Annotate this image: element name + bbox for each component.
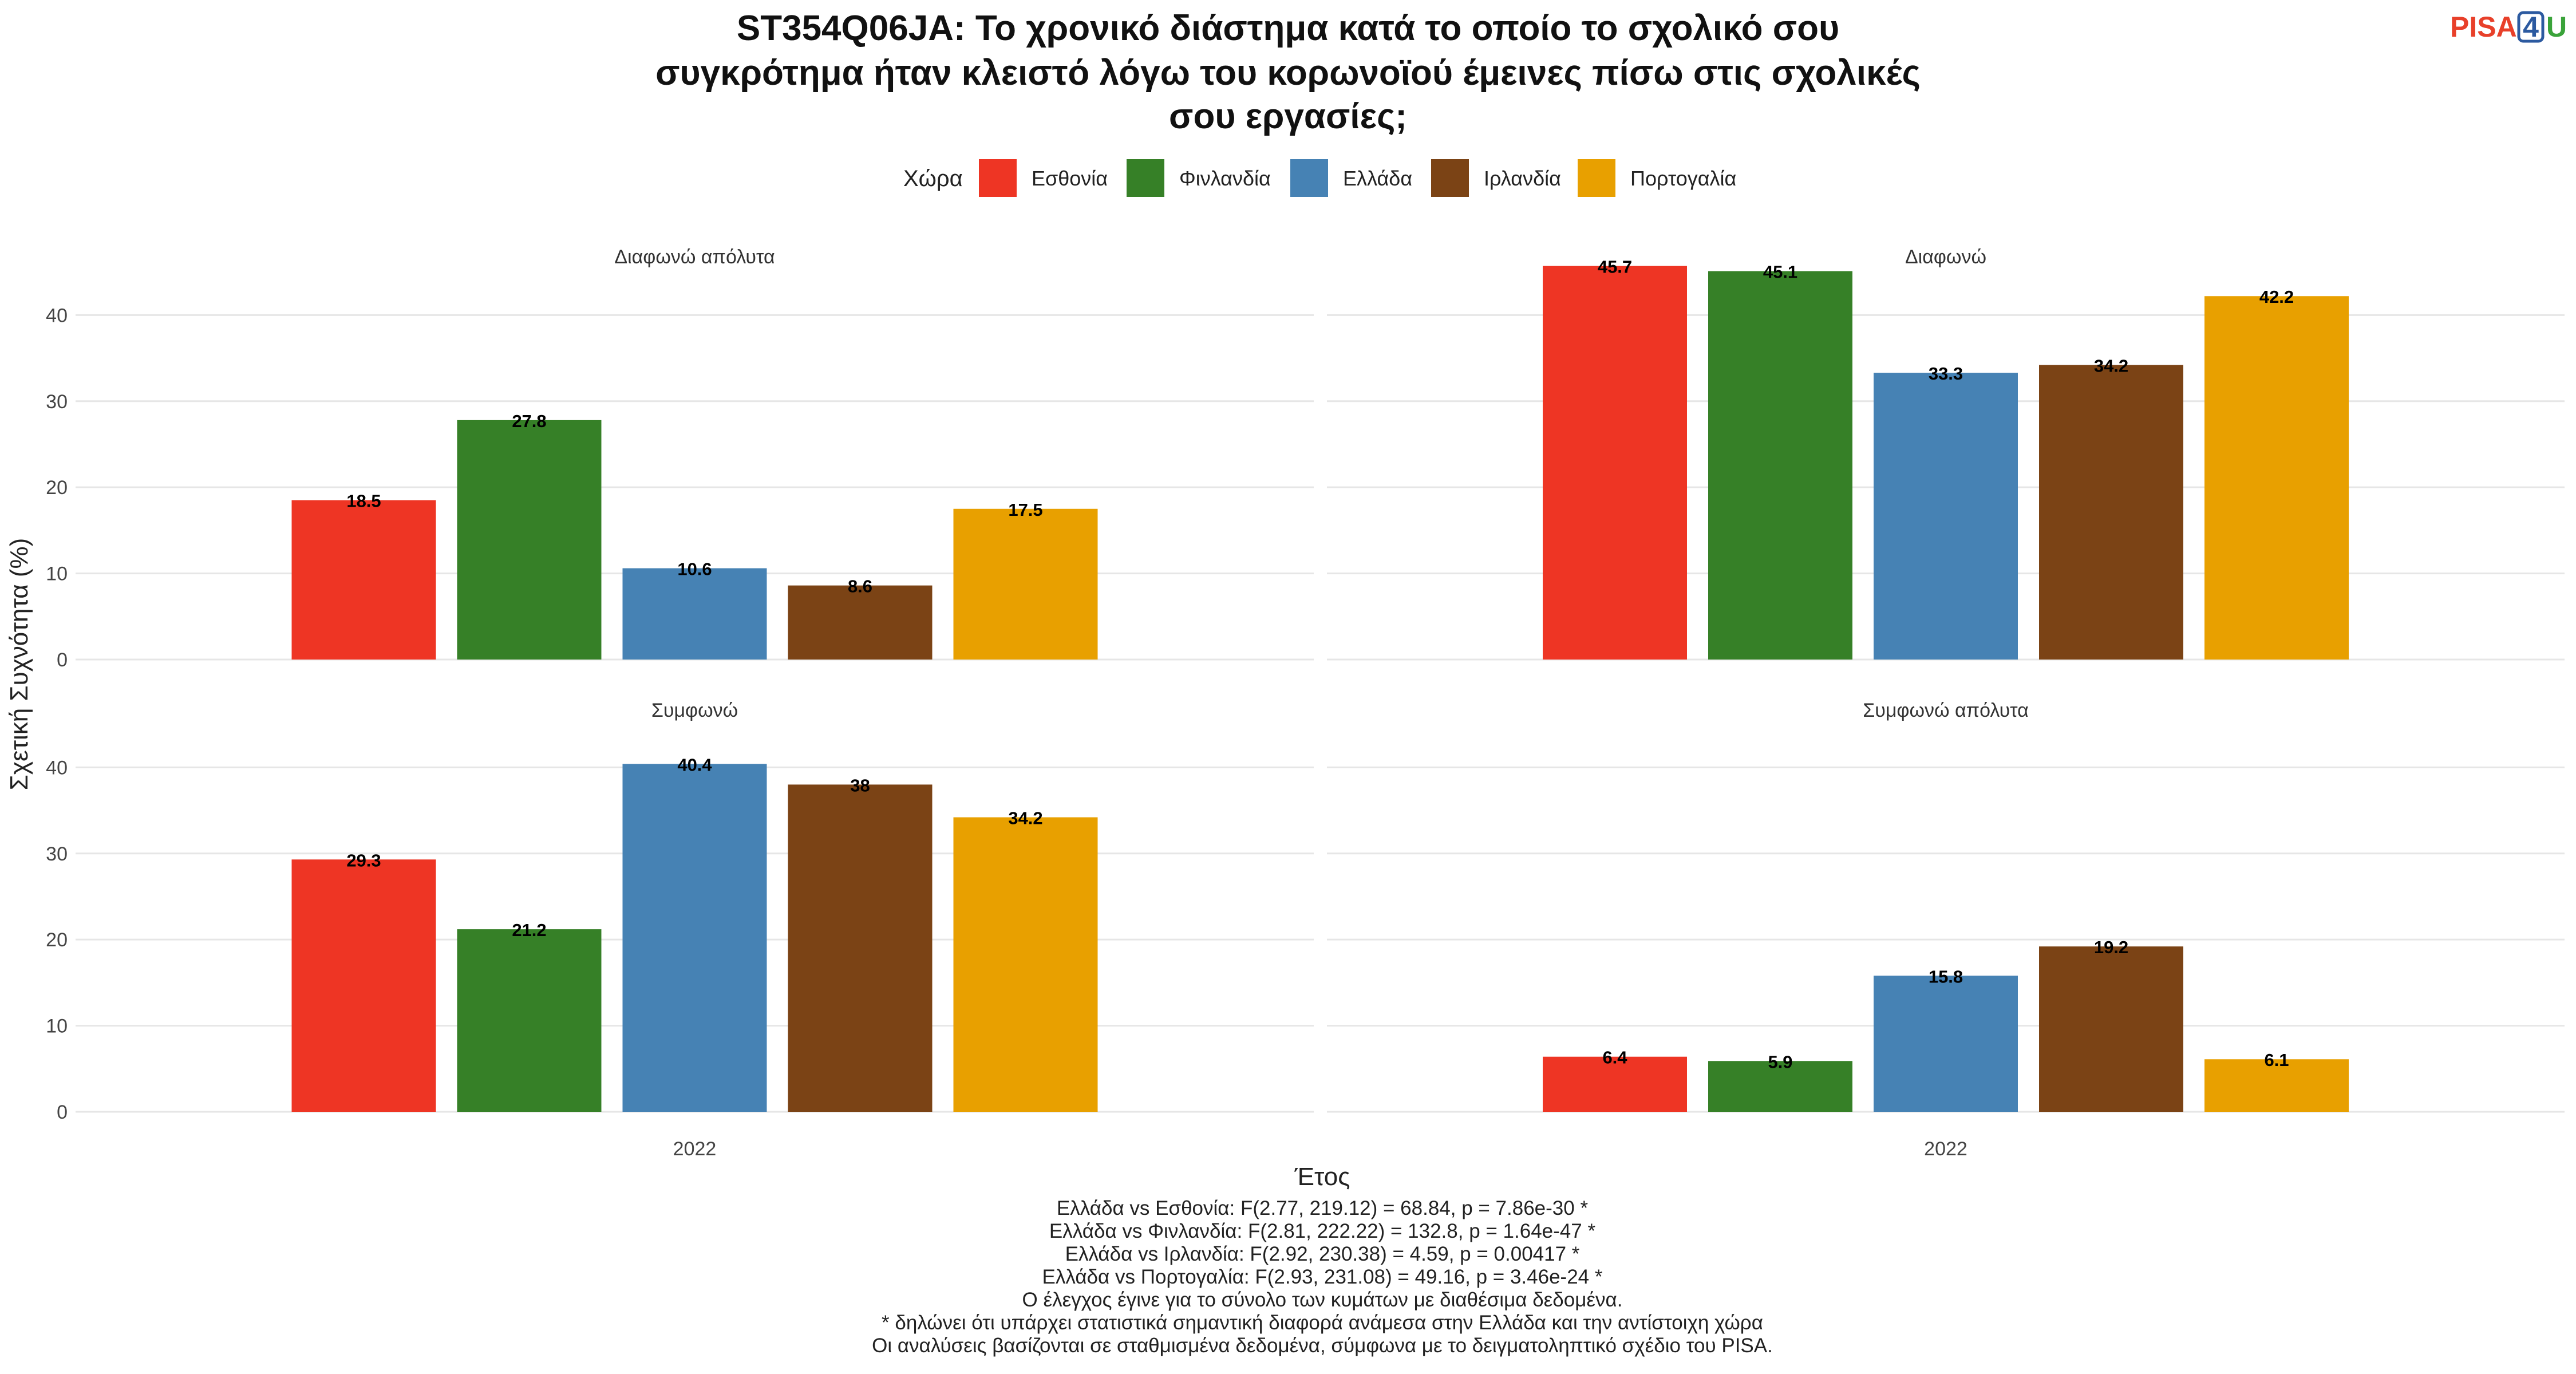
bar-value-label: 6.1 [2264, 1050, 2289, 1070]
logo-text-pisa: PISA [2450, 11, 2517, 43]
bar-value-label: 45.1 [1763, 262, 1797, 282]
footnote-line-4: Ελλάδα vs Πορτογαλία: F(2.93, 231.08) = … [1042, 1266, 1603, 1288]
bar-value-label: 40.4 [677, 755, 712, 775]
bar-3-4 [788, 784, 933, 1112]
bar-2-3 [1874, 373, 2018, 660]
bar-value-label: 15.8 [1929, 966, 1963, 986]
bar-4-5 [2204, 1059, 2349, 1112]
panel-2: Διαφωνώ 45.7 45.1 33.3 34.2 42.2 [1327, 246, 2565, 661]
bar-1-1 [291, 500, 436, 660]
x-tick-label: 2022 [1924, 1138, 1967, 1160]
plot-panels: Διαφωνώ απόλυτα 0 10 20 30 40 18.5 27.8 10.6 8.6 1… [46, 246, 2565, 1160]
footnote-line-1: Ελλάδα vs Εσθονία: F(2.77, 219.12) = 68.… [1057, 1197, 1589, 1219]
bar-value-label: 38 [850, 775, 870, 795]
footnote-line-6: * δηλώνει ότι υπάρχει στατιστικά σημαντι… [882, 1312, 1763, 1334]
y-tick-label: 0 [57, 1101, 68, 1123]
bar-value-label: 17.5 [1008, 500, 1042, 520]
legend-key-2 [1127, 159, 1164, 197]
bar-4-4 [2039, 946, 2183, 1112]
chart-title: ST354Q06JA: Το χρονικό διάστημα κατά το … [655, 9, 1921, 136]
title-line-3: σου εργασίες; [1169, 97, 1407, 136]
legend-label-4: Ιρλανδία [1484, 167, 1561, 190]
y-tick-label: 0 [57, 649, 68, 671]
bar-value-label: 5.9 [1768, 1052, 1792, 1072]
bar-value-label: 6.4 [1602, 1048, 1627, 1068]
panel-title-3: Συμφωνώ [651, 700, 738, 721]
legend-label-3: Ελλάδα [1343, 167, 1412, 190]
bar-4-1 [1543, 1056, 1687, 1112]
legend-key-3 [1290, 159, 1328, 197]
panel-4: Συμφωνώ απόλυτα 6.4 5.9 15.8 19.2 6.1 2022 [1327, 700, 2565, 1160]
bar-value-label: 33.3 [1929, 364, 1963, 384]
bar-3-3 [622, 764, 767, 1112]
y-tick-label: 40 [46, 757, 68, 779]
bar-3-5 [953, 817, 1098, 1112]
footnote-line-2: Ελλάδα vs Φινλανδία: F(2.81, 222.22) = 1… [1049, 1220, 1596, 1242]
title-line-1: ST354Q06JA: Το χρονικό διάστημα κατά το … [737, 9, 1839, 48]
y-tick-label: 10 [46, 1016, 68, 1037]
title-line-2: συγκρότημα ήταν κλειστό λόγω του κορωνοϊ… [655, 53, 1921, 93]
y-axis-label: Σχετική Συχνότητα (%) [5, 538, 33, 791]
x-tick-label: 2022 [673, 1138, 717, 1160]
legend-key-1 [979, 159, 1017, 197]
bar-2-2 [1708, 271, 1852, 660]
bar-4-2 [1708, 1061, 1852, 1112]
bar-1-3 [622, 568, 767, 660]
footnotes: Ελλάδα vs Εσθονία: F(2.77, 219.12) = 68.… [872, 1197, 1773, 1357]
legend-key-5 [1578, 159, 1615, 197]
pisa4u-logo: PISA 4 U [2450, 11, 2567, 43]
legend-label-2: Φινλανδία [1179, 167, 1271, 190]
legend-key-4 [1431, 159, 1469, 197]
bar-value-label: 29.3 [346, 850, 381, 870]
bar-2-5 [2204, 296, 2349, 660]
logo-box [2517, 11, 2545, 43]
bar-1-2 [457, 420, 602, 660]
y-tick-label: 10 [46, 563, 68, 585]
bar-value-label: 18.5 [346, 491, 381, 511]
legend-title: Χώρα [903, 166, 963, 191]
bar-value-label: 21.2 [512, 920, 546, 940]
y-tick-label: 30 [46, 391, 68, 413]
bar-4-3 [1874, 976, 2018, 1112]
bar-value-label: 19.2 [2094, 937, 2128, 957]
bar-2-4 [2039, 365, 2183, 660]
footnote-line-7: Οι αναλύσεις βασίζονται σε σταθμισμένα δ… [872, 1334, 1773, 1357]
bar-1-4 [788, 585, 933, 660]
legend-label-1: Εσθονία [1032, 167, 1108, 190]
bar-value-label: 8.6 [848, 577, 872, 597]
panel-1: Διαφωνώ απόλυτα 0 10 20 30 40 18.5 27.8 10.6 8.6 1… [46, 246, 1314, 671]
legend: Χώρα Εσθονία Φινλανδία Ελλάδα Ιρλανδία Πορτο… [903, 159, 1736, 197]
logo-text-u: U [2546, 11, 2567, 43]
bar-value-label: 42.2 [2259, 287, 2294, 307]
x-axis-label: Έτος [1294, 1163, 1350, 1191]
bar-3-2 [457, 929, 602, 1112]
y-tick-label: 40 [46, 305, 68, 326]
bar-3-1 [291, 859, 436, 1112]
panel-title-4: Συμφωνώ απόλυτα [1863, 700, 2029, 721]
bar-value-label: 45.7 [1598, 257, 1632, 277]
bar-1-5 [953, 508, 1098, 660]
bar-value-label: 34.2 [2094, 356, 2128, 376]
bar-value-label: 10.6 [677, 559, 712, 579]
panel-title-2: Διαφωνώ [1905, 246, 1986, 268]
logo-text-4: 4 [2523, 11, 2539, 43]
y-tick-label: 20 [46, 929, 68, 951]
panel-title-1: Διαφωνώ απόλυτα [614, 246, 775, 268]
legend-label-5: Πορτογαλία [1630, 167, 1736, 190]
bar-value-label: 27.8 [512, 411, 546, 431]
footnote-line-5: Ο έλεγχος έγινε για το σύνολο των κυμάτω… [1022, 1289, 1623, 1311]
y-tick-label: 30 [46, 843, 68, 865]
bar-value-label: 34.2 [1008, 808, 1042, 828]
bar-2-1 [1543, 266, 1687, 660]
y-tick-label: 20 [46, 477, 68, 499]
footnote-line-3: Ελλάδα vs Ιρλανδία: F(2.92, 230.38) = 4.… [1065, 1243, 1580, 1265]
panel-3: Συμφωνώ 0 10 20 30 40 29.3 21.2 40.4 38 34.2 2022 [46, 700, 1314, 1160]
